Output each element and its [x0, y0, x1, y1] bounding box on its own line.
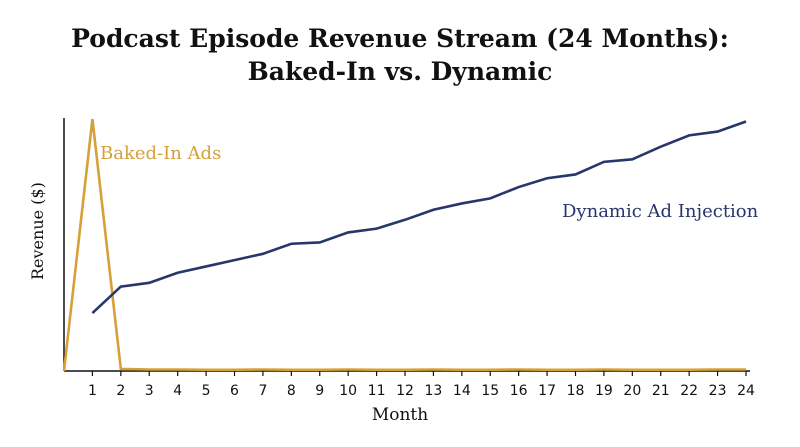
baked-in-ads-line — [62, 118, 746, 372]
x-tick-label: 22 — [680, 383, 698, 399]
x-tick-label: 5 — [202, 383, 211, 399]
chart-title-line-2: Baked-In vs. Dynamic — [247, 57, 553, 86]
x-tick-label: 23 — [709, 383, 727, 399]
x-tick-label: 21 — [652, 383, 670, 399]
x-tick-label: 19 — [595, 383, 613, 399]
x-tick-label: 8 — [287, 383, 296, 399]
x-axis-label: Month — [371, 405, 429, 425]
x-tick-label: 6 — [230, 383, 239, 399]
x-ticks: 1 2 3 4 5 6 7 8 9 10 11 12 13 14 15 16 17 18 19 20 21 22 23 24 — [88, 371, 755, 399]
series-label-baked-in-ads: Baked-In Ads — [100, 143, 222, 164]
y-axis-label: Revenue ($) — [28, 182, 47, 280]
chart-title: Podcast Episode Revenue Stream (24 Month… — [0, 22, 800, 88]
x-tick-label: 1 — [88, 383, 97, 399]
x-tick-label: 10 — [339, 383, 357, 399]
dynamic-ad-injection-line — [91, 120, 747, 314]
x-tick-label: 16 — [510, 383, 528, 399]
chart-title-line-1: Podcast Episode Revenue Stream (24 Month… — [71, 24, 729, 53]
x-tick-label: 12 — [396, 383, 414, 399]
x-tick-label: 7 — [258, 383, 267, 399]
x-tick-label: 3 — [145, 383, 154, 399]
x-tick-label: 9 — [315, 383, 324, 399]
x-tick-label: 17 — [538, 383, 556, 399]
x-tick-label: 24 — [737, 383, 755, 399]
x-tick-label: 18 — [567, 383, 585, 399]
x-tick-label: 11 — [368, 383, 386, 399]
x-tick-label: 15 — [481, 383, 499, 399]
x-tick-label: 2 — [116, 383, 125, 399]
x-tick-label: 13 — [425, 383, 443, 399]
x-tick-label: 4 — [173, 383, 182, 399]
series-label-dynamic-ad-injection: Dynamic Ad Injection — [562, 201, 759, 222]
x-tick-label: 20 — [623, 383, 641, 399]
series-lines — [62, 118, 747, 372]
x-tick-label: 14 — [453, 383, 471, 399]
